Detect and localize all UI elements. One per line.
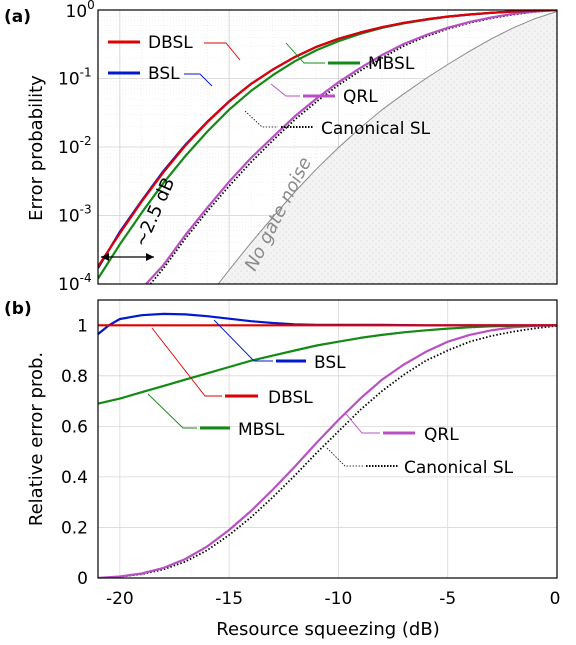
series-qrl xyxy=(145,10,557,284)
y-tick-label: 0.6 xyxy=(61,417,88,437)
series-qrl xyxy=(98,324,557,578)
legend-mbsl-b: MBSL xyxy=(147,393,285,440)
y-tick-label: 0.8 xyxy=(61,367,88,387)
x-tick-label: -5 xyxy=(439,589,456,609)
panel-a-label: (a) xyxy=(4,7,31,27)
legend-bsl-a: BSL xyxy=(108,64,213,87)
series-canonical-sl xyxy=(98,324,557,578)
x-tick-label: 0 xyxy=(550,589,561,609)
db-gap-arrow xyxy=(101,253,154,261)
no-gate-noise-region xyxy=(218,10,557,284)
x-tick-label: -15 xyxy=(215,589,243,609)
svg-text:Canonical SL: Canonical SL xyxy=(404,458,514,478)
svg-text:BSL: BSL xyxy=(314,353,346,373)
panel-b-x-ticks: -20 -15 -10 -5 0 xyxy=(106,589,560,609)
panel-b-y-axis-label: Relative error prob. xyxy=(26,352,47,526)
y-tick-label: 1 xyxy=(77,316,88,336)
legend-bsl-b: BSL xyxy=(213,319,346,373)
legend-dbsl-a: DBSL xyxy=(108,33,241,61)
panel-a: 100 10-1 10-2 10-3 10-4 (a) Error probabilit… xyxy=(4,0,558,295)
x-tick-label: -20 xyxy=(106,589,134,609)
svg-text:Canonical SL: Canonical SL xyxy=(321,119,431,139)
legend-canonical-b: Canonical SL xyxy=(326,447,514,478)
panel-b-y-ticks: 0 0.2 0.4 0.6 0.8 1 xyxy=(61,316,88,589)
panel-a-series xyxy=(98,10,557,284)
panel-a-y-axis-label: Error probability xyxy=(26,75,47,221)
svg-text:MBSL: MBSL xyxy=(238,420,285,440)
svg-text:DBSL: DBSL xyxy=(148,33,193,53)
y-tick-label: 10-4 xyxy=(58,271,92,295)
panel-a-frame xyxy=(97,9,558,285)
legend-qrl-b: QRL xyxy=(345,413,459,445)
y-tick-label: 10-1 xyxy=(58,66,92,90)
y-tick-label: 10-3 xyxy=(58,203,92,227)
legend-mbsl-a: MBSL xyxy=(285,42,415,74)
y-tick-label: 0.2 xyxy=(61,518,88,538)
panel-b-frame xyxy=(97,299,558,579)
legend-dbsl-b: DBSL xyxy=(151,327,313,408)
y-tick-label: 10-2 xyxy=(58,134,92,158)
x-axis-label: Resource squeezing (dB) xyxy=(216,619,439,640)
panel-b-label: (b) xyxy=(4,299,32,319)
series-no-gate-noise xyxy=(217,11,557,284)
svg-text:DBSL: DBSL xyxy=(268,388,313,408)
legend-canonical-a: Canonical SL xyxy=(244,110,431,139)
legend-qrl-a: QRL xyxy=(270,83,378,107)
svg-text:QRL: QRL xyxy=(343,87,378,107)
panel-b-background xyxy=(98,300,557,578)
series-canonical-sl xyxy=(149,10,557,284)
y-tick-label: 0 xyxy=(77,569,88,589)
svg-text:MBSL: MBSL xyxy=(368,54,415,74)
panel-a-y-ticks: 100 10-1 10-2 10-3 10-4 xyxy=(58,0,95,295)
svg-text:QRL: QRL xyxy=(424,425,459,445)
y-tick-label: 100 xyxy=(66,0,95,22)
y-tick-label: 0.4 xyxy=(61,468,88,488)
series-dbsl xyxy=(98,10,557,268)
series-mbsl xyxy=(98,324,557,405)
panel-b: 0 0.2 0.4 0.6 0.8 1 -20 -15 -10 -5 0 (b) Relative… xyxy=(4,299,560,640)
x-tick-label: -10 xyxy=(325,589,353,609)
svg-text:BSL: BSL xyxy=(148,64,180,84)
panel-b-series xyxy=(98,312,557,578)
